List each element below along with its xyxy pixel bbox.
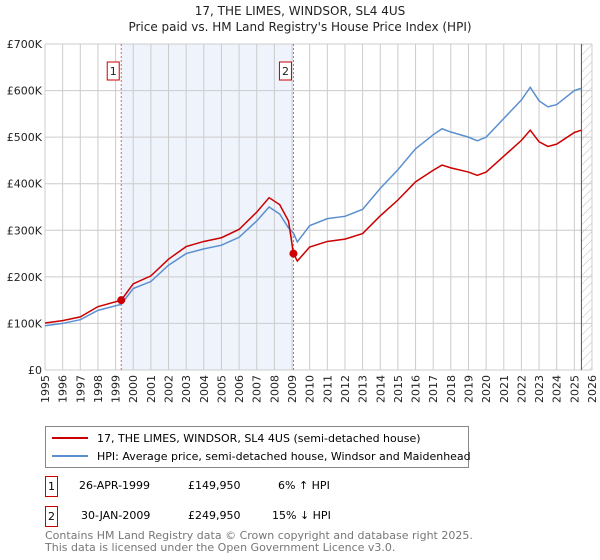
x-tick-label: 2018: [445, 375, 458, 403]
legend-item-property: 17, THE LIMES, WINDSOR, SL4 4US (semi-de…: [46, 429, 421, 447]
x-tick-label: 2019: [462, 375, 475, 403]
legend-label: 17, THE LIMES, WINDSOR, SL4 4US (semi-de…: [97, 431, 421, 445]
x-tick-label: 1999: [110, 375, 123, 403]
y-tick-label: £300K: [7, 224, 43, 237]
x-tick-label: 2010: [304, 375, 317, 403]
x-tick-label: 2005: [215, 375, 228, 403]
footer-line-2: This data is licensed under the Open Gov…: [45, 541, 396, 554]
sale-marker: 1: [45, 476, 58, 497]
x-tick-label: 2021: [498, 375, 511, 403]
x-tick-label: 1996: [57, 375, 70, 403]
sale-hpi-diff: 15% ↓ HPI: [272, 509, 331, 522]
forecast-hatch: [581, 44, 592, 370]
sale-row: 1 26-APR-1999 £149,950 6% ↑ HPI: [45, 476, 545, 498]
x-tick-label: 2023: [533, 375, 546, 403]
x-tick-label: 1997: [74, 375, 87, 403]
x-tick-label: 2017: [427, 375, 440, 403]
x-tick-label: 1995: [39, 375, 52, 403]
footer-line-1: Contains HM Land Registry data © Crown c…: [45, 529, 473, 542]
sale-marker-label: 2: [282, 65, 289, 78]
y-tick-label: £600K: [7, 85, 43, 98]
chart-title: 17, THE LIMES, WINDSOR, SL4 4US: [195, 4, 406, 18]
x-tick-label: 2026: [586, 375, 599, 403]
x-tick-label: 2014: [374, 375, 387, 403]
x-tick-label: 2006: [233, 375, 246, 403]
footer: Contains HM Land Registry data © Crown c…: [45, 530, 473, 554]
x-tick-label: 2012: [339, 375, 352, 403]
x-tick-label: 1998: [92, 375, 105, 403]
sale-price: £149,950: [188, 479, 241, 492]
x-tick-label: 2011: [321, 375, 334, 403]
y-tick-label: £100K: [7, 317, 43, 330]
y-tick-label: £500K: [7, 131, 43, 144]
sale-point: [289, 249, 298, 258]
legend-swatch-blue: [52, 455, 88, 457]
sale-row: 2 30-JAN-2009 £249,950 15% ↓ HPI: [45, 506, 545, 528]
sale-marker-box: [278, 61, 292, 81]
legend-swatch-red: [52, 437, 88, 439]
sale-marker-box: [106, 61, 120, 81]
sale-period-shade: [121, 44, 294, 370]
y-tick-label: £400K: [7, 178, 43, 191]
x-tick-label: 2013: [357, 375, 370, 403]
x-tick-label: 2009: [286, 375, 299, 403]
chart-subtitle: Price paid vs. HM Land Registry's House …: [128, 20, 471, 34]
x-tick-label: 2025: [568, 375, 581, 403]
sale-hpi-diff: 6% ↑ HPI: [278, 479, 330, 492]
x-tick-label: 2003: [180, 375, 193, 403]
sale-date: 30-JAN-2009: [81, 509, 151, 522]
sale-marker-label: 1: [110, 65, 117, 78]
x-tick-label: 2008: [268, 375, 281, 403]
legend-item-hpi: HPI: Average price, semi-detached house,…: [46, 447, 471, 465]
x-tick-label: 2001: [145, 375, 158, 403]
x-tick-label: 2015: [392, 375, 405, 403]
legend-label: HPI: Average price, semi-detached house,…: [97, 449, 471, 463]
hpi-line: [44, 85, 582, 327]
y-tick-label: £200K: [7, 271, 43, 284]
property-price-line: [44, 128, 582, 324]
x-tick-label: 2000: [127, 375, 140, 403]
legend: 17, THE LIMES, WINDSOR, SL4 4US (semi-de…: [45, 426, 471, 468]
y-tick-label: £0: [28, 364, 42, 377]
x-tick-label: 2024: [551, 375, 564, 403]
sale-price: £249,950: [188, 509, 241, 522]
x-tick-label: 2016: [410, 375, 423, 403]
x-tick-label: 2020: [480, 375, 493, 403]
x-tick-label: 2007: [251, 375, 264, 403]
sale-marker: 2: [45, 506, 58, 527]
price-chart: 17, THE LIMES, WINDSOR, SL4 4US Price pa…: [7, 4, 599, 403]
sale-date: 26-APR-1999: [79, 479, 151, 492]
x-tick-label: 2022: [515, 375, 528, 403]
x-tick-label: 2004: [198, 375, 211, 403]
y-tick-label: £700K: [7, 38, 43, 51]
x-tick-label: 2002: [163, 375, 176, 403]
sale-point: [117, 296, 126, 305]
